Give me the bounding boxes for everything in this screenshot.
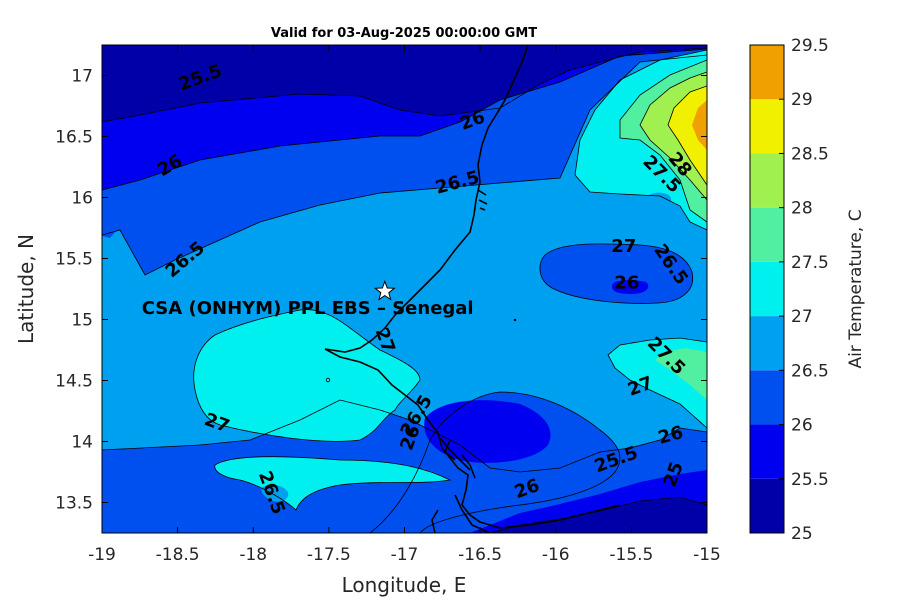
colorbar-tick-label: 29 bbox=[791, 90, 813, 110]
band-26-5-island-sw bbox=[261, 484, 289, 502]
colorbar: 25 25.5 26 26.5 27 27.5 28 28.5 29 29.5 bbox=[749, 36, 829, 544]
contour-line-26 bbox=[102, 48, 707, 191]
contour-lines bbox=[102, 47, 707, 533]
y-axis: 13.5 14 14.5 15 15.5 16 16.5 17 bbox=[55, 67, 707, 514]
y-tick-label: 15 bbox=[71, 311, 93, 331]
colorbar-segment bbox=[750, 99, 784, 154]
colorbar-tick-label: 27 bbox=[791, 307, 813, 327]
y-tick-label: 16.5 bbox=[55, 128, 93, 148]
colorbar-tick-label: 27.5 bbox=[791, 253, 829, 273]
colorbar-label: Air Temperature, C bbox=[846, 209, 866, 368]
colorbar-segment bbox=[750, 207, 784, 262]
contour-line-27-5-north bbox=[619, 59, 707, 223]
colorbar-segment bbox=[750, 153, 784, 208]
border-south bbox=[431, 494, 491, 533]
x-tick-label: -19 bbox=[88, 545, 116, 565]
y-tick-label: 14 bbox=[71, 433, 93, 453]
y-tick-label: 14.5 bbox=[55, 372, 93, 392]
colorbar-tick-label: 25 bbox=[791, 524, 813, 544]
small-island bbox=[325, 377, 331, 383]
colorbar-segment bbox=[750, 45, 784, 100]
delta-marks bbox=[477, 189, 488, 211]
y-tick-label: 17 bbox=[71, 67, 93, 87]
contour-line-26-pocket bbox=[539, 243, 694, 304]
x-tick-label: -18.5 bbox=[156, 545, 200, 565]
station-label: CSA (ONHYM) PPL EBS – Senegal bbox=[142, 298, 474, 319]
band-25-5-sliver bbox=[475, 407, 489, 414]
station: CSA (ONHYM) PPL EBS – Senegal bbox=[142, 279, 474, 319]
colorbar-tick-label: 28.5 bbox=[791, 144, 829, 164]
border-senegal-mauritania bbox=[324, 45, 621, 529]
contour-line-27-east bbox=[607, 337, 707, 429]
contour-line-27-north bbox=[574, 49, 707, 231]
y-tick-label: 15.5 bbox=[55, 250, 93, 270]
x-axis-label: Longitude, E bbox=[342, 573, 467, 597]
colorbar-segment bbox=[750, 261, 784, 317]
colorbar-tick-label: 25.5 bbox=[791, 470, 829, 490]
colorbar-frame bbox=[749, 44, 785, 534]
chart-title: Valid for 03-Aug-2025 00:00:00 GMT bbox=[271, 26, 537, 41]
contour-line-28 bbox=[639, 71, 707, 201]
x-tick-label: -15 bbox=[693, 545, 721, 565]
x-axis: -19 -18.5 -18 -17.5 -17 -16.5 -16 -15.5 -15 bbox=[88, 45, 721, 565]
contour-line-26-5-east bbox=[102, 399, 707, 473]
x-tick-label: -16 bbox=[542, 545, 570, 565]
band-27-west bbox=[193, 309, 420, 442]
coastline-borders bbox=[324, 45, 621, 533]
colorbar-segment bbox=[750, 424, 784, 479]
colorbar-tick-label: 28 bbox=[791, 199, 813, 219]
band-26-pocket-east bbox=[539, 243, 693, 304]
contour-line-27-southwest bbox=[214, 456, 452, 511]
colorbar-segment bbox=[750, 370, 784, 425]
contour-label: 27 bbox=[611, 236, 636, 257]
x-tick-label: -16.5 bbox=[458, 545, 502, 565]
band-25-5-pocket-east bbox=[612, 280, 649, 294]
x-tick-label: -18 bbox=[239, 545, 267, 565]
contour-label: 26 bbox=[614, 272, 639, 293]
contour-line-26-5 bbox=[102, 54, 707, 276]
y-tick-label: 16 bbox=[71, 189, 93, 209]
contour-line-25-5 bbox=[102, 47, 707, 123]
contour-line-26-south bbox=[369, 391, 621, 533]
colorbar-tick-label: 26 bbox=[791, 416, 813, 436]
x-tick-label: -17 bbox=[391, 545, 419, 565]
band-27-5-east bbox=[655, 348, 707, 400]
y-tick-label: 13.5 bbox=[55, 494, 93, 514]
contour-line-25-5-south bbox=[489, 496, 707, 533]
band-29 bbox=[692, 100, 707, 150]
contour-line-27-west bbox=[193, 309, 421, 442]
border-gambia bbox=[439, 437, 476, 479]
colorbar-segment bbox=[750, 478, 784, 533]
small-dot bbox=[513, 318, 517, 322]
station-star-icon bbox=[373, 279, 396, 301]
band-25-5-south bbox=[424, 400, 551, 463]
y-axis-label: Latitude, N bbox=[14, 234, 38, 344]
contour-line-28-5 bbox=[667, 85, 707, 186]
colorbar-tick-label: 29.5 bbox=[791, 36, 829, 56]
x-tick-label: -17.5 bbox=[307, 545, 351, 565]
x-tick-label: -15.5 bbox=[609, 545, 653, 565]
band-27-southwest bbox=[214, 456, 450, 510]
colorbar-segment bbox=[750, 316, 784, 371]
colorbar-tick-label: 26.5 bbox=[791, 361, 829, 381]
